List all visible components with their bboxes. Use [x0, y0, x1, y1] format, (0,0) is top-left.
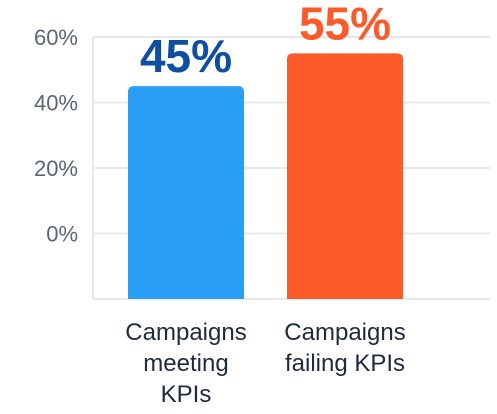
data-label-0: 45% — [140, 30, 232, 82]
category-label-line: Campaigns — [125, 319, 246, 346]
bar-1 — [287, 53, 403, 299]
y-axis-ticks: 60% 40% 20% 0% — [34, 25, 78, 247]
data-labels: 45% 55% — [140, 0, 391, 82]
category-label-line: meeting — [143, 350, 228, 377]
category-label-line: Campaigns — [284, 319, 405, 346]
bar-0 — [128, 86, 244, 299]
x-axis-categories: Campaigns meeting KPIs Campaigns failing KPI… — [125, 319, 405, 408]
category-label-line: KPIs — [161, 381, 212, 408]
y-tick-label: 0% — [46, 222, 78, 247]
category-label-line: failing KPIs — [285, 350, 405, 377]
category-label-1: Campaigns failing KPIs — [284, 319, 405, 377]
y-tick-label: 20% — [34, 156, 78, 181]
bars — [128, 53, 403, 299]
y-tick-label: 40% — [34, 91, 78, 116]
category-label-0: Campaigns meeting KPIs — [125, 319, 246, 408]
y-tick-label: 60% — [34, 25, 78, 50]
data-label-1: 55% — [299, 0, 391, 49]
